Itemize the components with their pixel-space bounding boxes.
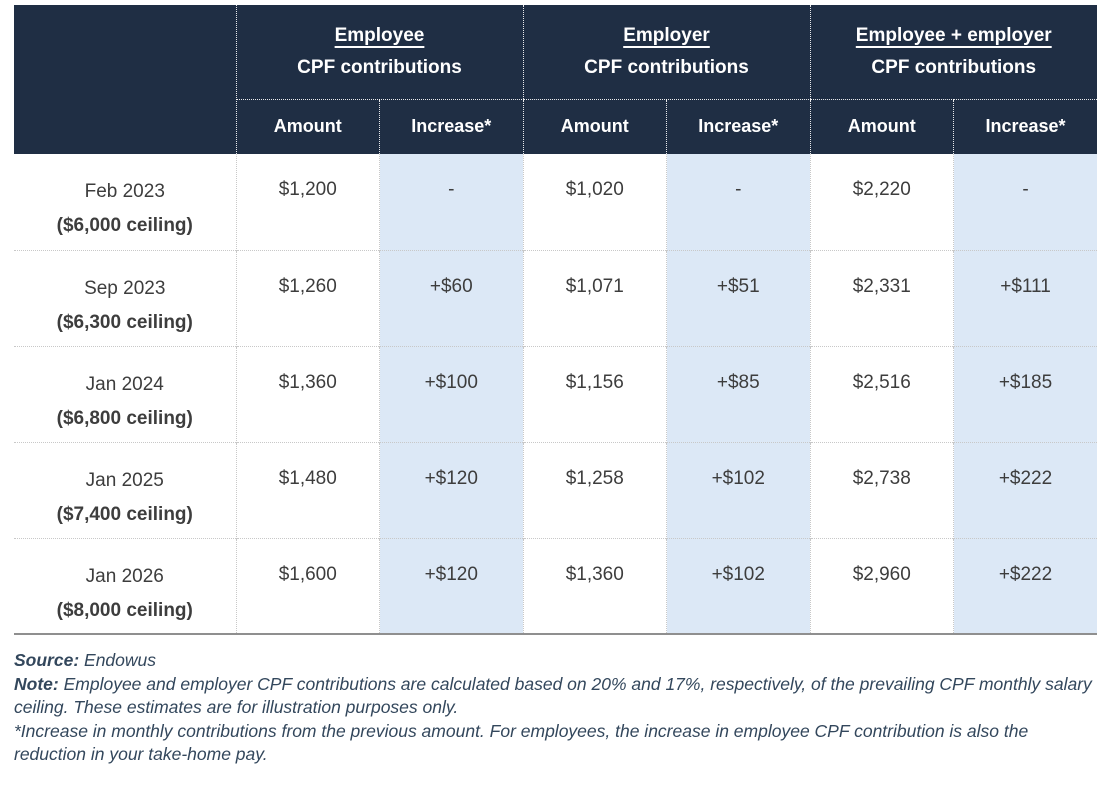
group-subtitle-employer: CPF contributions xyxy=(584,56,749,78)
calculation-note: Note: Employee and employer CPF contribu… xyxy=(14,673,1098,720)
cell-value: - xyxy=(953,154,1097,250)
row-label-jan-2025: Jan 2025 ($7,400 ceiling) xyxy=(14,441,236,538)
cell-value: $1,020 xyxy=(522,154,667,250)
row-label-jan-2026: Jan 2026 ($8,000 ceiling) xyxy=(14,537,236,634)
cell-value: +$102 xyxy=(666,537,810,634)
cell-value: +$222 xyxy=(953,441,1097,538)
asterisk-note: *Increase in monthly contributions from … xyxy=(14,720,1098,767)
note-text: Employee and employer CPF contributions … xyxy=(14,673,1092,718)
cell-value: +$60 xyxy=(379,249,523,346)
cell-value: +$185 xyxy=(953,345,1097,442)
group-subtitle-employee: CPF contributions xyxy=(297,56,462,78)
cell-value: $1,156 xyxy=(522,345,667,442)
cell-value: - xyxy=(666,154,810,250)
asterisk-note-text: *Increase in monthly contributions from … xyxy=(14,720,1029,765)
subheader-amount-employer: Amount xyxy=(522,99,667,154)
cell-value: $1,071 xyxy=(522,249,667,346)
footnotes: Source: Endowus Note: Employee and emplo… xyxy=(14,649,1098,767)
subheader-amount-employee: Amount xyxy=(235,99,380,154)
row-period: Jan 2025 xyxy=(85,469,164,491)
cell-value: +$51 xyxy=(666,249,810,346)
cpf-contributions-table: Employee CPF contributions Employer CPF … xyxy=(14,5,1097,635)
cell-value: +$111 xyxy=(953,249,1097,346)
subheader-amount-total: Amount xyxy=(809,99,954,154)
table-row: Feb 2023 ($6,000 ceiling) $1,200 - $1,02… xyxy=(14,154,1097,250)
source-label: Source: xyxy=(14,650,80,670)
header-group-row: Employee CPF contributions Employer CPF … xyxy=(14,5,1097,154)
cell-value: +$222 xyxy=(953,537,1097,634)
row-label-jan-2024: Jan 2024 ($6,800 ceiling) xyxy=(14,345,236,442)
cell-value: - xyxy=(379,154,523,250)
row-ceiling: ($6,000 ceiling) xyxy=(56,215,193,236)
row-label-feb-2023: Feb 2023 ($6,000 ceiling) xyxy=(14,154,236,250)
cell-value: $2,738 xyxy=(809,441,954,538)
row-ceiling: ($7,400 ceiling) xyxy=(56,503,193,525)
cell-value: $1,480 xyxy=(235,441,380,538)
group-title-employer: Employer xyxy=(623,24,710,46)
cell-value: $2,220 xyxy=(809,154,954,250)
cell-value: +$120 xyxy=(379,441,523,538)
subheader-increase-employer: Increase* xyxy=(666,99,810,154)
header-group-employee: Employee CPF contributions xyxy=(235,5,523,100)
row-period: Jan 2024 xyxy=(85,373,164,395)
table-row: Jan 2026 ($8,000 ceiling) $1,600 +$120 $… xyxy=(14,537,1097,634)
cell-value: +$100 xyxy=(379,345,523,442)
source-value: Endowus xyxy=(84,650,157,670)
header-corner-cell xyxy=(14,5,237,154)
source-note: Source: Endowus xyxy=(14,649,1098,673)
cell-value: $1,258 xyxy=(522,441,667,538)
row-label-sep-2023: Sep 2023 ($6,300 ceiling) xyxy=(14,249,236,346)
group-title-employee-employer: Employee + employer xyxy=(855,24,1052,46)
group-title-employee: Employee xyxy=(334,24,425,46)
cell-value: $1,260 xyxy=(235,249,380,346)
row-period: Jan 2026 xyxy=(85,565,164,587)
row-ceiling: ($6,800 ceiling) xyxy=(56,407,193,429)
header-group-employer: Employer CPF contributions xyxy=(522,5,810,100)
table-body: Feb 2023 ($6,000 ceiling) $1,200 - $1,02… xyxy=(14,154,1097,634)
row-ceiling: ($8,000 ceiling) xyxy=(56,599,193,621)
cell-value: +$102 xyxy=(666,441,810,538)
cell-value: +$120 xyxy=(379,537,523,634)
subheader-increase-employee: Increase* xyxy=(379,99,523,154)
cell-value: $1,600 xyxy=(235,537,380,634)
header-sub-row: Amount Increase* Amount Increase* Amount… xyxy=(14,99,1097,154)
row-period: Feb 2023 xyxy=(84,181,165,202)
cell-value: $2,960 xyxy=(809,537,954,634)
cell-value: $1,360 xyxy=(522,537,667,634)
cell-value: $2,331 xyxy=(809,249,954,346)
cell-value: $2,516 xyxy=(809,345,954,442)
group-subtitle-employee-employer: CPF contributions xyxy=(871,56,1037,78)
table-header: Employee CPF contributions Employer CPF … xyxy=(14,5,1097,154)
table-row: Sep 2023 ($6,300 ceiling) $1,260 +$60 $1… xyxy=(14,249,1097,346)
row-ceiling: ($6,300 ceiling) xyxy=(56,311,193,333)
subheader-increase-total: Increase* xyxy=(953,99,1097,154)
note-label: Note: xyxy=(14,673,59,694)
cell-value: +$85 xyxy=(666,345,810,442)
cell-value: $1,200 xyxy=(235,154,380,250)
table-row: Jan 2024 ($6,800 ceiling) $1,360 +$100 $… xyxy=(14,345,1097,442)
cell-value: $1,360 xyxy=(235,345,380,442)
header-group-employee-employer: Employee + employer CPF contributions xyxy=(809,5,1097,100)
row-period: Sep 2023 xyxy=(84,277,166,299)
table-row: Jan 2025 ($7,400 ceiling) $1,480 +$120 $… xyxy=(14,441,1097,538)
